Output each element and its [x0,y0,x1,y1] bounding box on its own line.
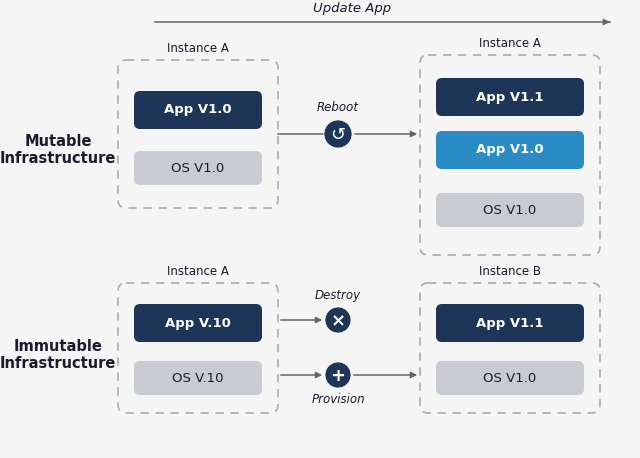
Text: OS V1.0: OS V1.0 [483,203,536,217]
FancyBboxPatch shape [134,91,262,129]
Text: App V.10: App V.10 [165,316,231,329]
Text: Instance B: Instance B [479,265,541,278]
FancyBboxPatch shape [134,304,262,342]
FancyBboxPatch shape [436,193,584,227]
Text: ×: × [330,312,346,330]
Circle shape [324,120,352,148]
Circle shape [325,307,351,333]
Text: OS V1.0: OS V1.0 [483,371,536,385]
FancyBboxPatch shape [436,78,584,116]
Text: Instance A: Instance A [167,42,229,55]
Text: OS V.10: OS V.10 [172,371,224,385]
Text: Instance A: Instance A [479,37,541,50]
FancyBboxPatch shape [436,131,584,169]
Text: App V1.0: App V1.0 [476,143,544,157]
FancyBboxPatch shape [134,361,262,395]
Text: Destroy: Destroy [315,289,361,302]
Text: App V1.1: App V1.1 [476,91,544,104]
Text: Reboot: Reboot [317,101,359,114]
Text: +: + [330,367,346,385]
Text: App V1.0: App V1.0 [164,104,232,116]
Text: Instance A: Instance A [167,265,229,278]
Text: Immutable
Infrastructure: Immutable Infrastructure [0,339,116,371]
Text: Provision: Provision [311,393,365,406]
Text: OS V1.0: OS V1.0 [172,162,225,174]
FancyBboxPatch shape [436,304,584,342]
FancyBboxPatch shape [134,151,262,185]
Text: Mutable
Infrastructure: Mutable Infrastructure [0,134,116,166]
FancyBboxPatch shape [436,361,584,395]
Text: Update App: Update App [314,2,392,15]
Circle shape [325,362,351,388]
Text: ↺: ↺ [330,126,346,144]
Text: App V1.1: App V1.1 [476,316,544,329]
